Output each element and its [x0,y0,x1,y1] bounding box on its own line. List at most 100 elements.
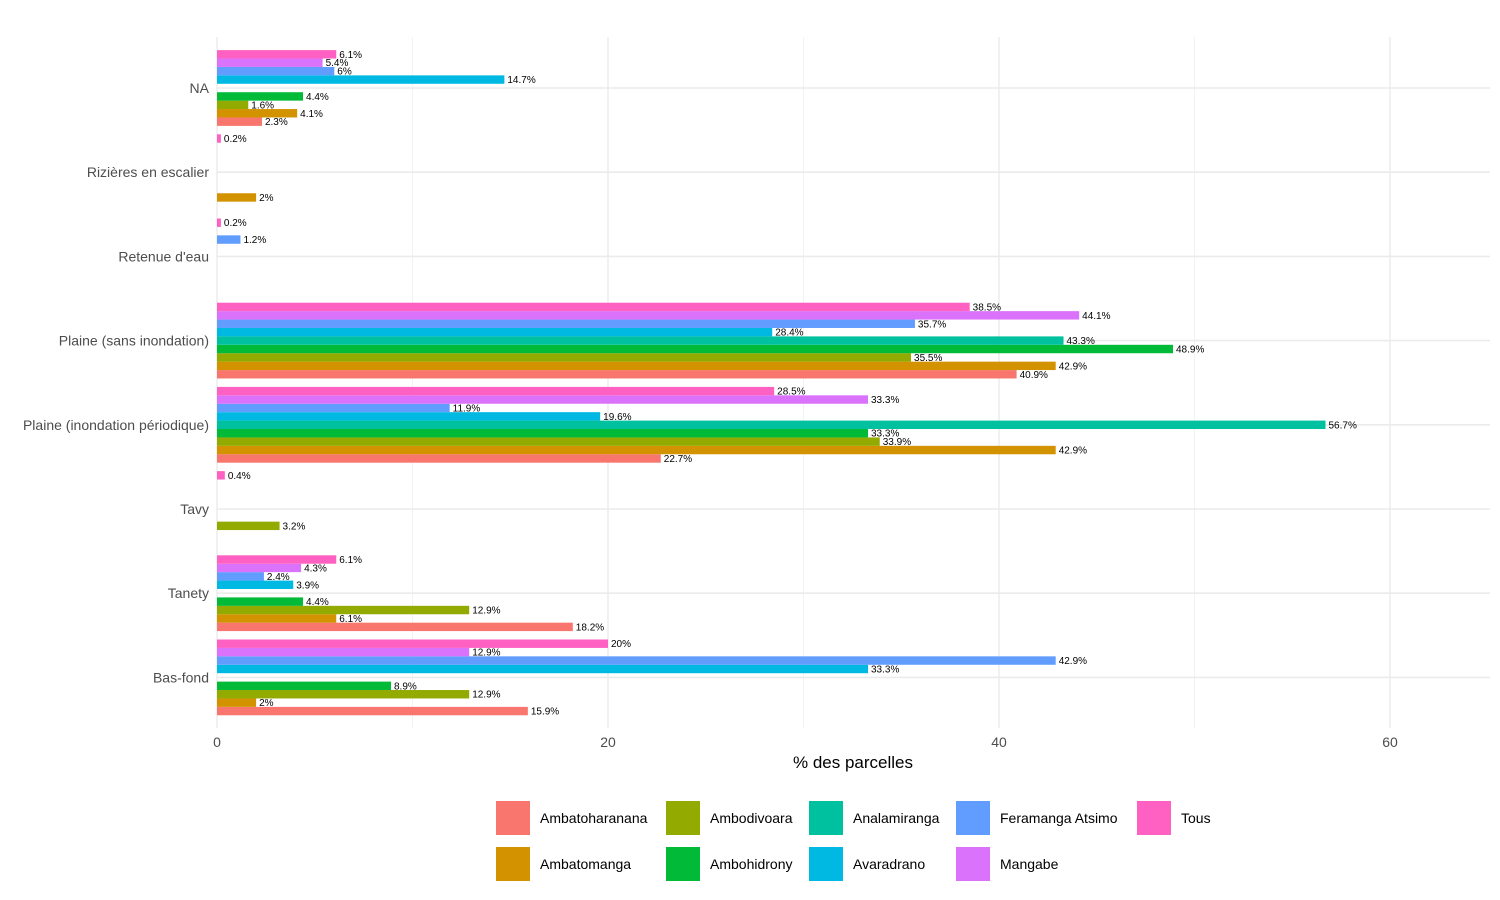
data-label: 6.1% [339,50,362,61]
legend-key [496,847,530,881]
x-axis-title: % des parcelles [793,753,913,772]
bar [217,403,450,413]
data-label: 42.9% [1059,656,1087,667]
legend-label: Ambohidrony [710,856,793,872]
y-tick-label: Plaine (sans inondation) [59,333,209,349]
y-tick-label: NA [190,80,210,96]
legend-label: Analamiranga [853,810,940,826]
legend-key [496,801,530,835]
bar [217,454,661,463]
y-tick-label: Tanety [168,585,209,601]
bar [217,370,1017,379]
data-label: 11.9% [453,403,481,414]
bar [217,75,505,84]
legend-key [666,847,700,881]
data-label: 5.4% [326,58,349,69]
legend: Ambatoharanana Ambatomanga Ambodivoara Ambo… [496,801,1211,881]
bar [217,302,970,312]
legend-label: Ambatoharanana [540,810,648,826]
data-label: 38.5% [973,302,1001,313]
data-label: 2% [259,698,274,709]
x-tick-label: 0 [213,734,221,750]
data-label: 20% [611,639,631,650]
data-label: 0.4% [228,471,251,482]
bar [217,698,257,707]
data-label: 28.4% [775,328,803,339]
bar [217,664,869,674]
bar [217,235,241,244]
x-tick-label: 20 [600,734,616,750]
bar [217,50,337,59]
legend-key [809,847,843,881]
bar [217,681,391,691]
data-label: 35.5% [914,353,942,364]
data-label: 0.2% [224,218,247,229]
data-label: 33.3% [871,395,899,406]
data-label: 6.1% [339,614,362,625]
data-label: 4.4% [306,597,329,608]
legend-label: Avaradrano [853,856,925,872]
legend-item: Feramanga Atsimo [956,801,1118,835]
bar [217,66,335,76]
bar [217,706,528,716]
bar [217,605,470,615]
bar [217,437,880,446]
data-label: 42.9% [1059,446,1087,457]
bar [217,117,262,126]
data-label: 18.2% [576,622,604,633]
bar [217,327,773,337]
bar [217,429,869,438]
data-label: 22.7% [664,454,692,465]
bar [217,572,264,581]
data-label: 28.5% [777,387,805,398]
bar [217,647,470,657]
legend-item: Ambatoharanana [496,801,648,835]
data-label: 15.9% [531,707,559,718]
y-tick-label: Bas-fond [153,669,209,685]
data-label: 3.2% [283,521,306,532]
bar [217,58,323,67]
bar [217,353,912,362]
bar [217,336,1064,345]
data-label: 33.9% [883,437,911,448]
legend-item: Ambatomanga [496,847,631,881]
bar [217,639,608,648]
bar [217,344,1173,354]
data-label: 2.3% [265,117,288,128]
data-label: 14.7% [507,75,535,86]
legend-label: Tous [1181,810,1211,826]
bar [217,420,1326,430]
bar [217,109,298,118]
legend-key [956,847,990,881]
legend-item: Mangabe [956,847,1059,881]
data-label: 3.9% [296,580,319,591]
y-tick-label: Tavy [180,501,209,517]
bar [217,656,1056,665]
y-tick-label: Rizières en escalier [87,164,209,180]
bars [217,50,1326,716]
data-label: 1.6% [251,100,274,111]
bar [217,218,221,227]
x-axis: 0 20 40 60 [213,734,1398,750]
data-label: 48.9% [1176,345,1204,356]
bar [217,622,573,632]
legend-label: Feramanga Atsimo [1000,810,1118,826]
data-label: 8.9% [394,681,417,692]
bar [217,412,601,421]
data-label: 12.9% [472,690,500,701]
bar [217,311,1080,320]
data-label: 12.9% [472,648,500,659]
y-axis: NA Rizières en escalier Retenue d'eau Plain… [23,80,210,685]
legend-label: Mangabe [1000,856,1059,872]
bar [217,563,302,573]
y-tick-label: Plaine (inondation périodique) [23,417,209,433]
bar [217,690,470,699]
bar [217,521,280,531]
legend-item: Ambodivoara [666,801,793,835]
bar [217,361,1056,371]
legend-item: Tous [1137,801,1211,835]
bar [217,92,304,101]
data-label: 19.6% [603,412,631,423]
legend-key [1137,801,1171,835]
